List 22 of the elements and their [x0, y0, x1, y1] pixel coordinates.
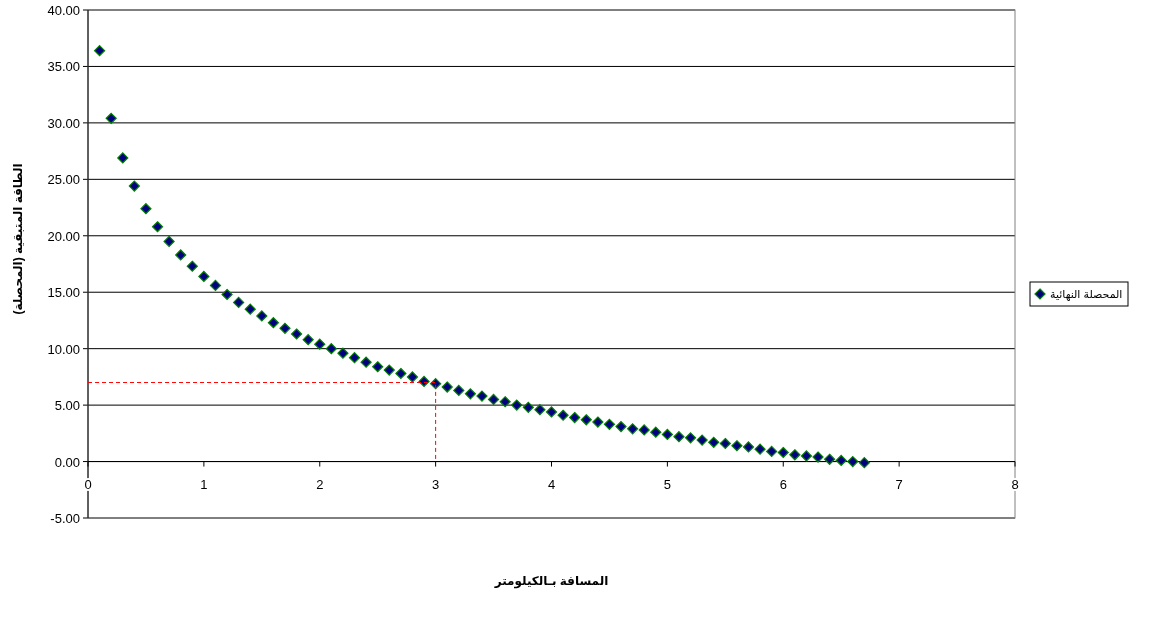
x-tick-label: 2 [316, 476, 324, 492]
x-tick-label: 6 [779, 476, 787, 492]
y-tick-label: 20.00 [47, 228, 80, 244]
y-tick-label: 15.00 [47, 285, 80, 301]
x-tick-label: 3 [432, 476, 440, 492]
y-tick-label: 10.00 [47, 341, 80, 357]
y-tick-label: 5.00 [54, 398, 80, 414]
y-tick-label: 0.00 [54, 454, 80, 470]
y-tick-label: 25.00 [47, 172, 80, 188]
x-tick-label: 5 [663, 476, 671, 492]
y-tick-label: 40.00 [47, 3, 80, 18]
x-tick-label: 1 [200, 476, 208, 492]
x-tick-label: 7 [895, 476, 903, 492]
y-axis-title: الطاقة المتبقية (المحصلة) [11, 163, 25, 315]
legend: المحصلة النهائية [1029, 281, 1129, 307]
y-tick-label: -5.00 [50, 511, 80, 526]
x-axis-title: المسافة بـالكيلومتر [493, 574, 609, 589]
legend-label: المحصلة النهائية [1050, 288, 1123, 301]
y-tick-label: 35.00 [47, 59, 80, 75]
y-tick-label: 30.00 [47, 115, 80, 131]
x-tick-label: 4 [547, 476, 556, 492]
x-tick-label: 8 [1011, 476, 1019, 492]
